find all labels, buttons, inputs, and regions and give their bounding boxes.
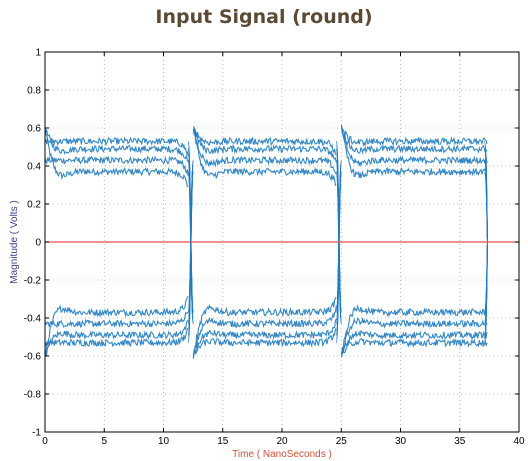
signal-trace xyxy=(340,304,488,355)
x-tick-label: 20 xyxy=(276,436,288,447)
signal-trace xyxy=(44,155,189,177)
x-tick-label: 15 xyxy=(217,436,229,447)
chart-title: Input Signal (round) xyxy=(155,6,373,28)
y-tick-label: -0.2 xyxy=(24,276,42,287)
x-tick-label: 0 xyxy=(42,436,48,447)
x-tick-label: 5 xyxy=(101,436,107,447)
axis-ticks: 0 5 10 15 20 25 30 35 40 -1 -0.8 -0.6 -0.4 -0.2 0 0.2 0.… xyxy=(24,48,525,448)
signal-transition xyxy=(335,159,342,344)
signal-trace xyxy=(193,128,337,175)
plot-area xyxy=(44,124,519,359)
signal-transition xyxy=(483,140,489,243)
y-tick-label: 0 xyxy=(35,238,41,249)
x-tick-label: 30 xyxy=(395,436,407,447)
y-tick-label: -0.6 xyxy=(24,352,42,363)
signal-trace xyxy=(192,125,337,155)
signal-trace xyxy=(192,318,337,359)
signal-trace xyxy=(192,296,337,359)
y-tick-label: -0.8 xyxy=(24,390,42,401)
signal-transition xyxy=(187,159,194,344)
y-tick-label: 0.6 xyxy=(27,124,41,135)
signal-trace xyxy=(340,124,488,168)
signal-trace xyxy=(193,305,337,354)
x-axis-title: Time ( NanoSeconds ) xyxy=(232,449,332,460)
signal-trace xyxy=(44,295,189,355)
signal-trace xyxy=(44,311,189,328)
x-tick-label: 25 xyxy=(336,436,348,447)
signal-trace xyxy=(341,329,488,354)
y-tick-label: -0.4 xyxy=(24,314,42,325)
signal-trace xyxy=(44,136,189,157)
signal-transition xyxy=(483,241,489,344)
y-tick-label: 0.8 xyxy=(27,86,41,97)
signal-trace xyxy=(44,319,189,356)
signal-trace xyxy=(192,128,337,163)
y-axis-title: Magnitude ( Volts ) xyxy=(9,200,20,283)
x-tick-label: 40 xyxy=(513,436,525,447)
signal-trace xyxy=(44,327,189,348)
signal-trace xyxy=(44,128,189,162)
y-tick-label: -1 xyxy=(32,428,41,439)
signal-trace xyxy=(340,317,488,358)
x-tick-label: 35 xyxy=(454,436,466,447)
y-tick-label: 0.2 xyxy=(27,200,41,211)
signal-trace xyxy=(44,126,189,188)
signal-trace xyxy=(340,337,488,358)
signal-trace xyxy=(192,128,337,187)
signal-trace xyxy=(192,328,337,357)
signal-trace xyxy=(340,125,488,155)
y-tick-label: 0.4 xyxy=(27,162,41,173)
signal-trace xyxy=(341,128,488,179)
y-tick-label: 1 xyxy=(35,48,41,59)
x-tick-label: 10 xyxy=(158,436,170,447)
signal-trace xyxy=(341,127,488,148)
